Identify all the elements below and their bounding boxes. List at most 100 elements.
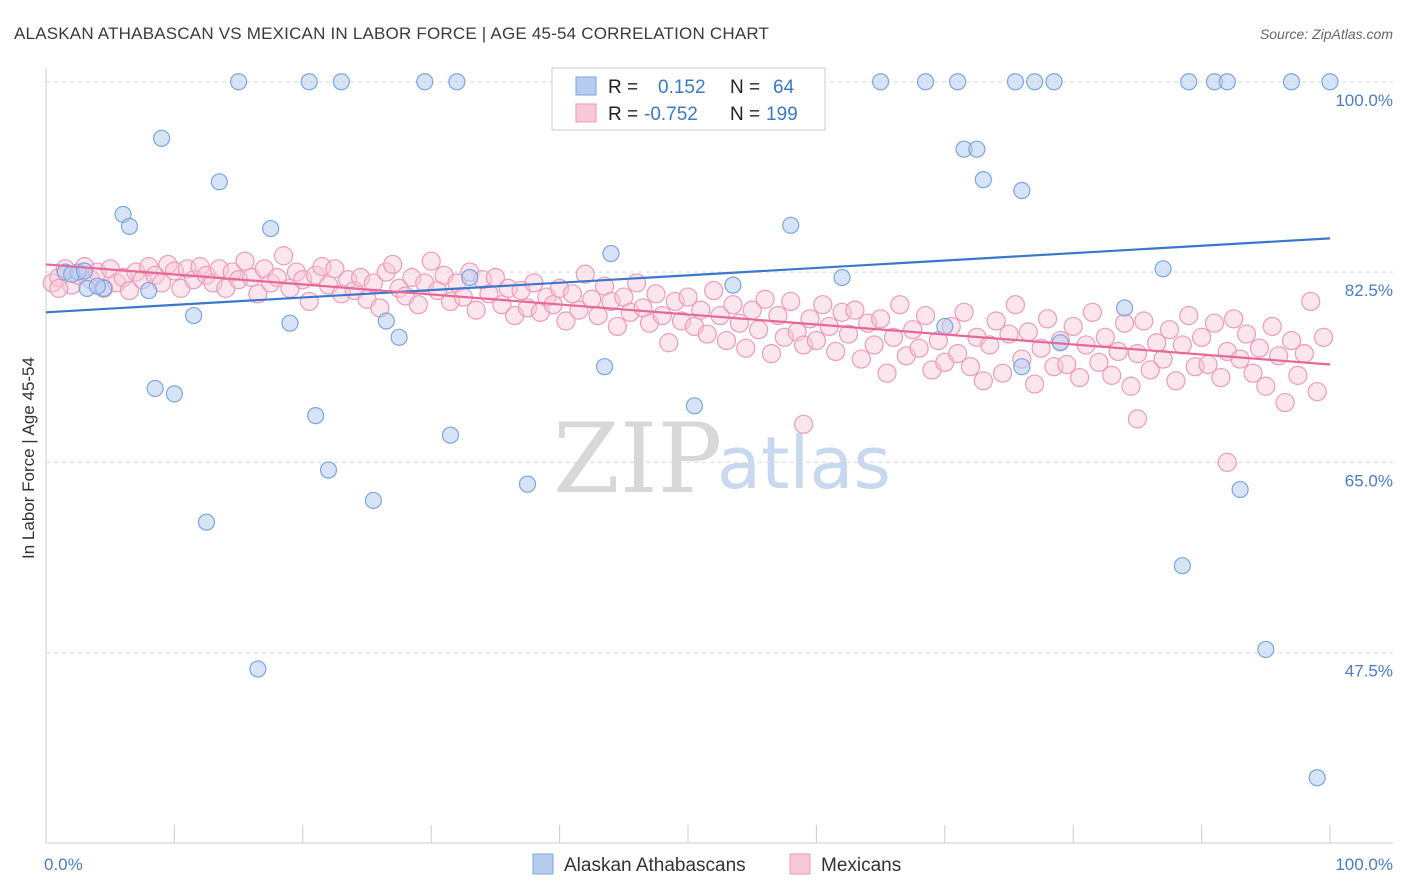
mexican-point xyxy=(704,280,724,301)
mexican-point xyxy=(1005,295,1026,315)
mexican-point xyxy=(1262,316,1282,337)
athabascan-point xyxy=(936,317,954,336)
mexican-point xyxy=(864,335,884,355)
athabascan-point xyxy=(230,73,248,91)
mexican-point xyxy=(1243,363,1263,383)
athabascan-point xyxy=(833,268,851,287)
mexican-point xyxy=(1121,376,1141,396)
mexican-point xyxy=(1140,360,1160,380)
bottom-legend-label-mexican: Mexicans xyxy=(821,855,901,876)
mexican-point xyxy=(870,309,891,329)
mexican-point xyxy=(890,295,910,315)
athabascan-point xyxy=(724,276,742,294)
mexican-point xyxy=(1249,338,1269,358)
y-axis-label: In Labor Force | Age 45-54 xyxy=(19,357,38,559)
mexican-point xyxy=(697,324,717,344)
mexican-point xyxy=(1204,313,1225,333)
series-mexicans-points xyxy=(42,246,1334,472)
athabascan-point xyxy=(1282,73,1301,91)
mexican-point xyxy=(575,264,595,284)
mexican-point xyxy=(1102,365,1122,385)
mexican-point xyxy=(235,251,255,271)
mexican-point xyxy=(1294,344,1314,364)
mexican-point xyxy=(1275,392,1295,413)
stats-legend-r-athabascan: 0.152 xyxy=(658,77,706,98)
y-tick-label: 65.0% xyxy=(1345,471,1393,490)
athabascan-point xyxy=(602,244,620,263)
athabascan-point xyxy=(210,173,228,191)
mexican-point xyxy=(1191,327,1212,347)
mexican-point xyxy=(1256,376,1276,396)
mexican-point xyxy=(909,338,929,358)
mexican-point xyxy=(851,349,871,369)
mexican-point xyxy=(723,295,743,315)
mexican-point xyxy=(350,267,371,288)
athabascan-point xyxy=(140,281,158,300)
mexican-point xyxy=(601,291,621,312)
mexican-point xyxy=(716,330,737,351)
mexican-point xyxy=(1070,367,1090,388)
stats-legend-n-athabascan: 64 xyxy=(773,77,795,98)
mexican-point xyxy=(1108,341,1128,362)
stats-legend-swatch-mexican xyxy=(575,103,597,123)
mexican-point xyxy=(1095,327,1115,347)
athabascan-point xyxy=(595,358,614,376)
mexican-point xyxy=(665,291,685,312)
stats-legend-r-label: R = xyxy=(608,77,638,98)
athabascan-point xyxy=(461,268,479,287)
mexican-point xyxy=(119,280,140,301)
mexican-point xyxy=(1082,302,1103,322)
mexican-point xyxy=(620,302,640,322)
trend-line-mexican xyxy=(45,263,1331,366)
athabascan-point xyxy=(974,171,992,189)
athabascan-point xyxy=(448,73,466,91)
athabascan-point xyxy=(332,73,350,91)
mexican-point xyxy=(1313,327,1334,347)
mexican-point xyxy=(1269,346,1289,366)
athabascan-point xyxy=(782,216,800,234)
mexican-point xyxy=(1089,352,1109,372)
mexican-point xyxy=(273,246,294,266)
mexican-point xyxy=(761,344,782,364)
mexican-point xyxy=(408,295,428,315)
athabascan-point xyxy=(1308,769,1326,787)
mexican-point xyxy=(845,300,865,320)
athabascan-point xyxy=(1013,181,1031,200)
mexican-point xyxy=(903,320,923,340)
mexican-point xyxy=(960,357,981,377)
athabascan-point xyxy=(416,73,434,91)
athabascan-point xyxy=(1115,299,1134,317)
mexican-point xyxy=(986,311,1006,331)
athabascan-point xyxy=(377,312,395,330)
athabascan-point xyxy=(1257,640,1275,659)
bottom-legend: Alaskan Athabascans Mexicans xyxy=(532,853,901,876)
mexican-point xyxy=(517,298,538,318)
mexican-point xyxy=(646,284,666,304)
athabascan-point xyxy=(1154,260,1172,278)
mexican-point xyxy=(145,265,165,285)
bottom-legend-swatch-athabascan xyxy=(532,853,554,875)
mexican-point xyxy=(736,338,756,358)
mexican-point xyxy=(973,371,993,391)
stats-legend-r-label-2: R = xyxy=(608,104,638,125)
mexican-point xyxy=(793,335,814,355)
stats-legend-swatch-athabascan xyxy=(575,76,597,96)
watermark: ZIP atlas xyxy=(553,403,891,515)
mexican-point xyxy=(588,305,608,326)
mexican-point xyxy=(781,291,801,312)
x-tick-label-min: 0.0% xyxy=(44,855,83,874)
mexican-point xyxy=(1179,305,1199,326)
athabascan-point xyxy=(307,407,325,425)
athabascan-point xyxy=(120,217,139,235)
mexican-point xyxy=(376,262,396,282)
mexican-point xyxy=(1134,311,1154,331)
mexican-point xyxy=(1172,335,1192,355)
watermark-zip: ZIP xyxy=(553,403,722,515)
athabascan-point xyxy=(916,73,935,91)
stats-legend-n-label-2: N = xyxy=(730,104,760,125)
bottom-legend-label-athabascan: Alaskan Athabascans xyxy=(564,855,746,876)
mexican-point xyxy=(466,300,486,320)
athabascan-point xyxy=(152,129,171,147)
athabascan-point xyxy=(968,140,986,158)
